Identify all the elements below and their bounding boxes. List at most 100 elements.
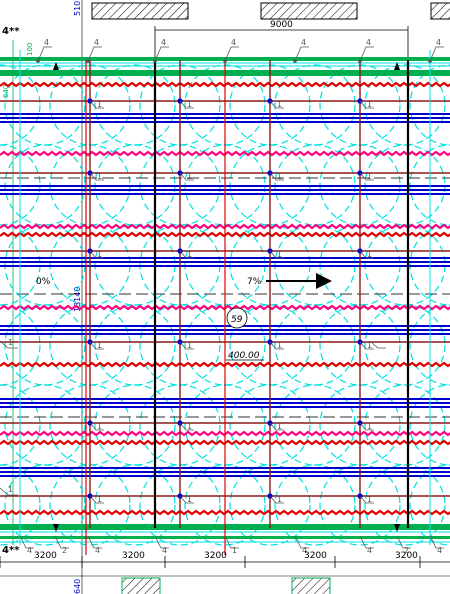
leader-line bbox=[54, 535, 69, 549]
leader-line bbox=[269, 172, 284, 181]
mark-1-label: 1 bbox=[367, 422, 372, 431]
bay-label: 3200 bbox=[34, 551, 57, 561]
mark-1-label: 1 bbox=[232, 546, 237, 555]
mark-1-label: 1 bbox=[97, 172, 102, 181]
side-small-top-label: 100 bbox=[26, 43, 34, 56]
mark-4ss-bottom: 4** bbox=[2, 545, 20, 556]
bay-label: 3200 bbox=[395, 551, 418, 561]
grid-circle bbox=[4, 464, 86, 546]
grid-circle bbox=[0, 64, 41, 146]
leader-line bbox=[359, 422, 374, 431]
side-bottom-label: 640 bbox=[73, 579, 82, 594]
leader-line bbox=[179, 495, 194, 504]
mark-4-label: 4 bbox=[366, 38, 371, 47]
mark-1-label: 1 bbox=[277, 422, 282, 431]
leader-line bbox=[359, 100, 374, 109]
grid-circle bbox=[409, 304, 450, 386]
grid-circle bbox=[364, 384, 446, 466]
leader-line bbox=[179, 250, 194, 259]
bay-labels: 3200 3200 3200 3200 3200 bbox=[0, 551, 421, 568]
mark-1-label: 1 bbox=[187, 495, 192, 504]
support-triangle-icon bbox=[394, 62, 400, 70]
bottom-wall-blocks bbox=[121, 577, 331, 594]
mark-1-label: 1 bbox=[8, 338, 13, 347]
pink-rebar-wave bbox=[0, 430, 450, 437]
mark-2-label: 2 bbox=[62, 546, 67, 555]
mark-1-label: 1 bbox=[97, 250, 102, 259]
leader-line bbox=[359, 341, 374, 350]
support-triangle-icon bbox=[394, 524, 400, 532]
top-wall-blocks bbox=[91, 2, 450, 20]
grid-circle bbox=[364, 64, 446, 146]
vertical-members bbox=[19, 50, 431, 555]
leader-line bbox=[89, 422, 104, 431]
mark-4-label: 4 bbox=[367, 546, 372, 555]
mark-4-label: 4 bbox=[44, 38, 49, 47]
grid-circle bbox=[94, 464, 176, 546]
support-triangle-icon bbox=[53, 524, 59, 532]
mark-4-label: 4 bbox=[162, 546, 167, 555]
leader-line bbox=[179, 422, 194, 431]
mark-4-label: 4 bbox=[302, 546, 307, 555]
mark-1-label: 1 bbox=[187, 250, 192, 259]
circle-tag bbox=[226, 307, 248, 329]
mark-4-label: 4 bbox=[231, 38, 236, 47]
grid-circle bbox=[274, 304, 356, 386]
supports bbox=[53, 62, 400, 532]
bottom-mark-labels: 4 2 4 4 1 4 4 2 4 bbox=[19, 535, 444, 555]
leader-line bbox=[359, 535, 374, 549]
mark-1-label: 1 bbox=[97, 100, 102, 109]
red-rebar-wave bbox=[0, 231, 450, 238]
leader-line bbox=[359, 172, 374, 181]
mark-1-label: 1 bbox=[97, 341, 102, 350]
left-dimension: 510 100 13140 640 640 bbox=[2, 0, 83, 594]
red-rebar-wave bbox=[0, 439, 450, 446]
grid-circle bbox=[4, 384, 86, 466]
leader-line bbox=[294, 535, 309, 549]
mark-1-label: 1 bbox=[97, 422, 102, 431]
leader-line bbox=[359, 495, 374, 504]
mark-2-label: 2 bbox=[404, 546, 409, 555]
mark-1-label: 1 bbox=[8, 485, 13, 494]
leader-line bbox=[89, 250, 104, 259]
bay-label: 3200 bbox=[204, 551, 227, 561]
mark-1-label: 1 bbox=[277, 100, 282, 109]
top-mark-labels: 4 4 4 4 4 4 4 bbox=[36, 38, 444, 63]
grid-circle bbox=[94, 384, 176, 466]
leader-line bbox=[87, 535, 102, 549]
leader-line bbox=[89, 172, 104, 181]
grid-circle bbox=[0, 384, 41, 466]
bay-label: 3200 bbox=[304, 551, 327, 561]
mark-1-label: 1 bbox=[367, 100, 372, 109]
leader-line bbox=[294, 46, 309, 62]
side-mid-label: 13140 bbox=[73, 287, 82, 312]
leader-line bbox=[89, 100, 104, 109]
mark-4-label: 4 bbox=[161, 38, 166, 47]
grid-circle bbox=[364, 464, 446, 546]
mark-1-label: 1 bbox=[277, 495, 282, 504]
mark-1-label: 1 bbox=[367, 341, 372, 350]
mark-1-label: 1 bbox=[97, 495, 102, 504]
red-rebar-wave bbox=[0, 509, 450, 516]
support-triangle-icon bbox=[53, 62, 59, 70]
leader-line bbox=[19, 535, 34, 549]
mark-4ss-top: 4** bbox=[2, 26, 20, 37]
grid-circle bbox=[274, 64, 356, 146]
leader-line bbox=[224, 535, 239, 549]
grid-circle bbox=[0, 464, 41, 546]
pink-rebar-wave bbox=[0, 304, 450, 311]
grid-circle bbox=[4, 304, 86, 386]
leader-line bbox=[269, 250, 284, 259]
grid-circle bbox=[4, 64, 86, 146]
grid-circle bbox=[0, 304, 41, 386]
mark-1-label: 1 bbox=[187, 422, 192, 431]
top-span-label: 9000 bbox=[270, 20, 293, 30]
leader-line bbox=[269, 100, 284, 109]
leader-line bbox=[269, 422, 284, 431]
node-markers: 1 1 1 1 1 1 1 1 1 1 1 1 1 1 1 1 1 1 1 1 1 1 1 1 1 1 bbox=[0, 98, 386, 504]
mark-1-label: 1 bbox=[277, 250, 282, 259]
leader-line bbox=[269, 341, 284, 350]
slope-right-label: 7% bbox=[247, 277, 262, 287]
slope-left-label: 0% bbox=[36, 277, 51, 287]
